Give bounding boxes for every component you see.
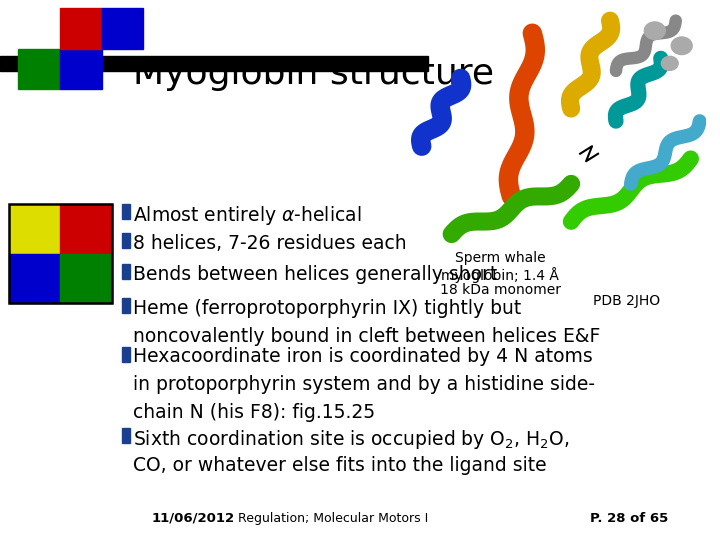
Bar [60,8,102,49]
Circle shape [644,22,665,39]
Text: chain N (his F8): fig.15.25: chain N (his F8): fig.15.25 [133,403,375,422]
Bar [9,204,112,303]
Text: Sixth coordination site is occupied by O$_2$, H$_2$O,: Sixth coordination site is occupied by O… [133,428,570,451]
Bar [122,298,130,313]
Text: Hexacoordinate iron is coordinated by 4 N atoms: Hexacoordinate iron is coordinated by 4 … [133,347,593,366]
Text: in protoporphyrin system and by a histidine side-: in protoporphyrin system and by a histid… [133,375,595,394]
Bar [9,254,60,303]
Bar [60,49,102,89]
Bar [122,264,130,279]
Text: 18 kDa monomer: 18 kDa monomer [440,284,561,298]
Bar [122,428,130,443]
Bar [60,254,112,303]
Text: 11/06/2012: 11/06/2012 [151,512,234,525]
Text: P. 28 of 65: P. 28 of 65 [590,512,669,525]
Text: Bends between helices generally short: Bends between helices generally short [133,265,498,284]
Circle shape [671,37,692,55]
Bar [9,204,60,254]
Bar [122,233,130,248]
Text: PDB 2JHO: PDB 2JHO [593,294,660,308]
Text: 8 helices, 7-26 residues each: 8 helices, 7-26 residues each [133,234,407,253]
Text: Regulation; Molecular Motors I: Regulation; Molecular Motors I [238,512,428,525]
Text: myoglobin; 1.4 Å: myoglobin; 1.4 Å [441,267,559,284]
Text: noncovalently bound in cleft between helices E&F: noncovalently bound in cleft between hel… [133,327,600,346]
Text: Myoglobin structure: Myoglobin structure [133,57,494,91]
Bar [122,204,130,219]
Circle shape [662,56,678,70]
Bar [18,49,60,89]
Text: Almost entirely $\alpha$-helical: Almost entirely $\alpha$-helical [133,204,361,227]
Text: CO, or whatever else fits into the ligand site: CO, or whatever else fits into the ligan… [133,456,546,475]
Bar [60,204,112,254]
Text: Sperm whale: Sperm whale [455,251,546,265]
Bar [0,56,428,71]
Bar [122,347,130,362]
Text: Heme (ferroprotoporphyrin IX) tightly but: Heme (ferroprotoporphyrin IX) tightly bu… [133,299,521,318]
Bar [102,8,143,49]
